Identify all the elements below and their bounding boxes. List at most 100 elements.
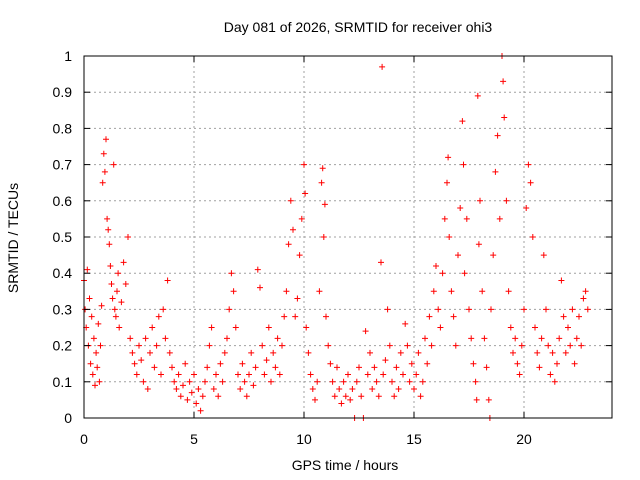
data-point	[444, 179, 450, 186]
data-point	[191, 371, 197, 378]
data-point	[439, 270, 446, 277]
x-tick-label: 15	[406, 431, 422, 447]
data-point	[406, 378, 413, 385]
y-tick-label: 0.3	[53, 301, 73, 317]
data-point	[494, 132, 501, 139]
data-point	[115, 270, 122, 277]
data-point	[243, 393, 250, 400]
y-tick-label: 0	[64, 410, 72, 426]
data-point	[182, 360, 189, 367]
data-point	[114, 288, 120, 295]
data-point	[430, 288, 437, 295]
x-tick-label: 20	[516, 431, 532, 447]
data-point	[397, 349, 404, 356]
data-point	[309, 386, 316, 393]
data-point	[109, 295, 116, 302]
data-point	[230, 288, 237, 295]
data-point	[481, 335, 488, 342]
data-point	[171, 378, 178, 385]
data-point	[248, 349, 255, 356]
data-point	[518, 342, 525, 349]
data-point	[582, 288, 589, 295]
data-point	[281, 313, 288, 320]
data-point	[97, 342, 104, 349]
data-point	[527, 179, 534, 186]
x-axis-label: GPS time / hours	[292, 457, 399, 473]
data-point	[549, 349, 556, 356]
data-point	[386, 342, 393, 349]
data-point	[468, 335, 475, 342]
data-point	[166, 349, 173, 356]
data-point	[551, 378, 558, 385]
data-point	[175, 371, 182, 378]
data-point	[393, 364, 400, 371]
data-point	[314, 378, 321, 385]
data-point	[89, 371, 96, 378]
data-point	[419, 378, 426, 385]
y-tick-label: 0.8	[53, 120, 73, 136]
y-tick-label: 1	[64, 48, 72, 64]
data-point	[415, 349, 422, 356]
data-point	[560, 313, 567, 320]
data-point	[536, 364, 543, 371]
data-point	[186, 378, 193, 385]
data-point	[389, 378, 395, 385]
data-point	[301, 161, 307, 168]
data-point	[173, 386, 180, 393]
x-tick-label: 0	[80, 431, 88, 447]
data-point	[208, 324, 215, 331]
data-point	[319, 165, 326, 172]
data-point	[371, 364, 378, 371]
data-point	[206, 342, 213, 349]
data-point	[110, 161, 117, 168]
y-tick-label: 0.2	[53, 338, 73, 354]
data-point	[435, 306, 442, 313]
data-point	[450, 313, 457, 320]
data-point	[92, 382, 98, 389]
data-point	[408, 360, 415, 367]
data-point	[452, 342, 459, 349]
data-point	[158, 371, 164, 378]
data-point	[292, 313, 299, 320]
data-point	[391, 393, 398, 400]
data-point	[382, 357, 389, 364]
data-point	[287, 197, 294, 204]
data-point	[327, 360, 334, 367]
data-point	[177, 393, 184, 400]
data-point	[479, 288, 486, 295]
data-point	[321, 201, 328, 208]
data-point	[106, 241, 113, 248]
data-point	[103, 136, 109, 143]
data-point	[86, 295, 93, 302]
data-point	[516, 371, 523, 378]
data-point	[448, 288, 455, 295]
data-point	[305, 349, 312, 356]
data-point	[379, 63, 386, 70]
data-point	[455, 252, 461, 259]
x-tick-label: 10	[296, 431, 312, 447]
data-point	[356, 364, 362, 371]
data-point	[180, 382, 186, 389]
data-point	[283, 288, 290, 295]
data-point	[466, 306, 472, 313]
data-point	[235, 371, 241, 378]
data-point	[510, 349, 516, 356]
data-point	[98, 302, 105, 309]
data-point	[472, 378, 479, 385]
data-point	[474, 92, 481, 99]
data-point	[441, 215, 448, 222]
data-point	[523, 205, 530, 212]
data-point	[122, 281, 129, 288]
data-point	[411, 386, 417, 393]
data-point	[104, 215, 111, 222]
data-point	[369, 386, 376, 393]
data-point	[569, 306, 576, 313]
data-point	[136, 342, 142, 349]
data-point	[298, 215, 305, 222]
data-point	[312, 396, 318, 403]
data-point	[562, 349, 569, 356]
data-point	[395, 386, 402, 393]
data-point	[475, 241, 482, 248]
data-point	[160, 306, 167, 313]
data-point	[302, 190, 309, 197]
